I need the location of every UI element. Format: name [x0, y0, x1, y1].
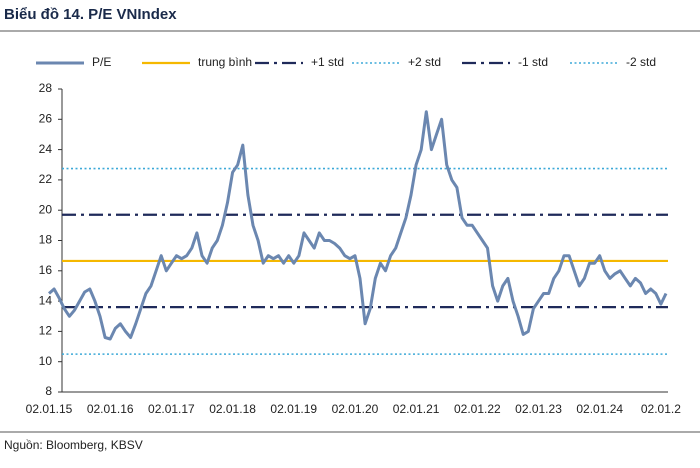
- x-tick-label: 02.01.18: [209, 402, 256, 416]
- x-tick-label: 02.01.15: [26, 402, 73, 416]
- y-tick-label: 26: [39, 111, 53, 125]
- legend-label: +2 std: [408, 55, 441, 69]
- x-tick-label: 02.01.24: [576, 402, 623, 416]
- legend-label: -2 std: [626, 55, 656, 69]
- x-tick-label: 02.01.16: [87, 402, 134, 416]
- pe-line: [48, 110, 668, 341]
- y-tick-label: 12: [39, 324, 53, 338]
- y-tick-label: 10: [39, 354, 53, 368]
- y-tick-label: 28: [39, 81, 53, 95]
- y-tick-label: 18: [39, 233, 53, 247]
- x-tick-label: 02.01.21: [393, 402, 440, 416]
- y-tick-label: 22: [39, 172, 53, 186]
- source: Nguồn: Bloomberg, KBSV: [4, 438, 143, 452]
- chart-title: Biểu đồ 14. P/E VNIndex: [4, 6, 177, 23]
- y-tick-label: 24: [39, 142, 53, 156]
- legend-label: trung bình: [198, 55, 252, 69]
- x-tick-label: 02.01.23: [515, 402, 562, 416]
- legend-label: +1 std: [311, 55, 344, 69]
- x-tick-label: 02.01.20: [332, 402, 379, 416]
- legend-label: P/E: [92, 55, 111, 69]
- y-tick-label: 14: [39, 293, 53, 307]
- y-tick-label: 20: [39, 202, 53, 216]
- x-tick-label: 02.01.22: [454, 402, 501, 416]
- x-tick-label: 02.01.17: [148, 402, 195, 416]
- x-tick-label: 02.01.19: [270, 402, 317, 416]
- y-tick-label: 16: [39, 263, 53, 277]
- legend-label: -1 std: [518, 55, 548, 69]
- y-tick-label: 8: [45, 384, 52, 398]
- x-tick-label: 02.01.2: [641, 402, 681, 416]
